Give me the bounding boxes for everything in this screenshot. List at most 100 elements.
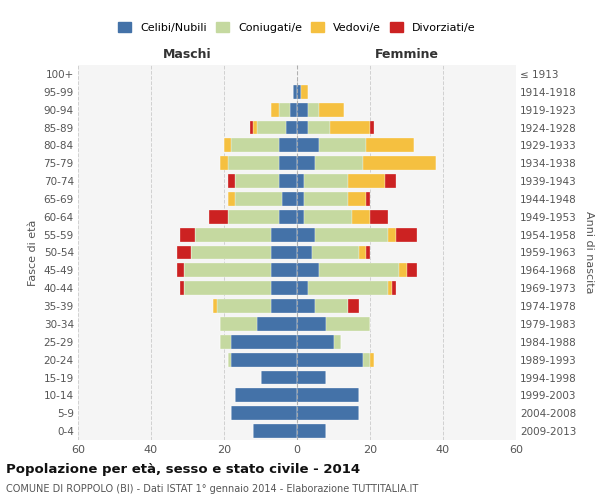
Bar [362,352,370,366]
Bar [217,299,271,313]
Bar [319,138,367,152]
Bar [367,138,414,152]
Bar [297,388,359,402]
Bar [385,174,395,188]
Bar [260,370,297,384]
Bar [399,264,407,278]
Bar [250,120,253,134]
Bar [370,352,374,366]
Bar [283,192,297,206]
Bar [220,335,232,349]
Bar [304,210,352,224]
Bar [195,228,271,241]
Bar [232,138,279,152]
Bar [297,174,304,188]
Bar [227,174,235,188]
Bar [297,192,304,206]
Text: Femmine: Femmine [374,48,439,62]
Bar [301,85,308,99]
Bar [209,210,227,224]
Legend: Celibi/Nubili, Coniugati/e, Vedovi/e, Divorziati/e: Celibi/Nubili, Coniugati/e, Vedovi/e, Di… [118,22,476,32]
Bar [370,120,374,134]
Bar [297,246,311,260]
Bar [227,210,279,224]
Bar [370,210,388,224]
Bar [297,264,319,278]
Bar [308,120,330,134]
Bar [297,352,362,366]
Bar [279,174,297,188]
Bar [311,246,359,260]
Bar [176,264,184,278]
Bar [271,228,297,241]
Bar [279,210,297,224]
Bar [257,120,286,134]
Bar [290,102,297,117]
Bar [176,246,191,260]
Bar [279,156,297,170]
Bar [304,192,348,206]
Bar [220,156,227,170]
Bar [235,192,283,206]
Bar [348,299,359,313]
Bar [235,388,297,402]
Bar [359,246,367,260]
Bar [297,406,359,420]
Bar [227,352,232,366]
Bar [388,281,392,295]
Bar [271,264,297,278]
Bar [297,370,326,384]
Bar [180,228,195,241]
Bar [330,120,370,134]
Bar [227,192,235,206]
Bar [253,424,297,438]
Bar [308,281,388,295]
Bar [297,210,304,224]
Bar [319,264,399,278]
Bar [297,228,315,241]
Bar [297,317,326,331]
Bar [220,317,257,331]
Bar [232,335,297,349]
Bar [235,174,279,188]
Bar [279,138,297,152]
Bar [286,120,297,134]
Bar [297,102,308,117]
Bar [315,228,388,241]
Bar [297,335,334,349]
Bar [297,299,315,313]
Bar [297,281,308,295]
Text: COMUNE DI ROPPOLO (BI) - Dati ISTAT 1° gennaio 2014 - Elaborazione TUTTITALIA.IT: COMUNE DI ROPPOLO (BI) - Dati ISTAT 1° g… [6,484,418,494]
Bar [297,85,301,99]
Bar [297,156,315,170]
Bar [348,192,367,206]
Bar [388,228,395,241]
Bar [232,352,297,366]
Bar [348,174,385,188]
Bar [297,138,319,152]
Bar [293,85,297,99]
Bar [304,174,348,188]
Bar [334,335,341,349]
Bar [257,317,297,331]
Text: Maschi: Maschi [163,48,212,62]
Bar [253,120,257,134]
Bar [213,299,217,313]
Bar [191,246,271,260]
Bar [315,299,348,313]
Bar [308,102,319,117]
Bar [326,317,370,331]
Bar [315,156,362,170]
Text: Popolazione per età, sesso e stato civile - 2014: Popolazione per età, sesso e stato civil… [6,462,360,475]
Bar [271,102,279,117]
Bar [367,246,370,260]
Bar [279,102,290,117]
Y-axis label: Fasce di età: Fasce di età [28,220,38,286]
Bar [227,156,279,170]
Bar [297,120,308,134]
Bar [271,281,297,295]
Y-axis label: Anni di nascita: Anni di nascita [584,211,594,294]
Bar [232,406,297,420]
Bar [395,228,418,241]
Bar [367,192,370,206]
